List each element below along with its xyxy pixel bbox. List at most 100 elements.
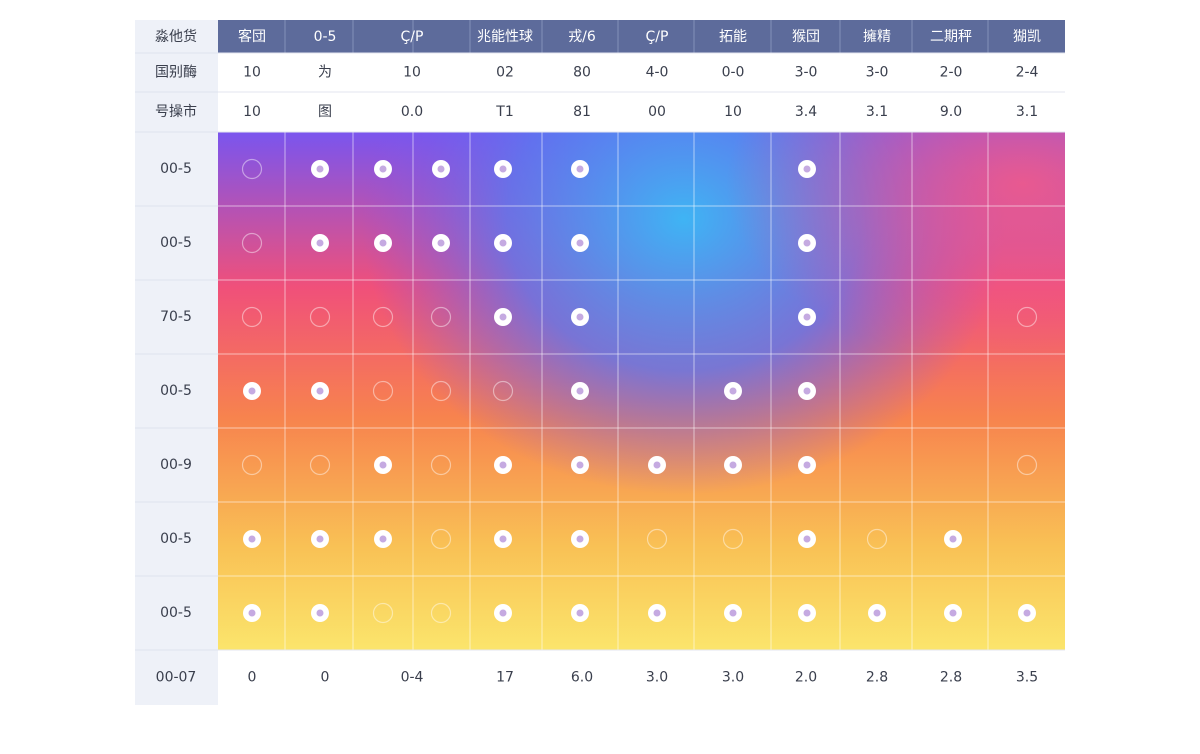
label-column [135,20,218,705]
marker-core [379,461,387,469]
column-header: 拓能 [719,29,747,45]
marker-faint [430,454,452,476]
column-header: 猢凯 [1013,29,1041,45]
marker-core [653,461,661,469]
marker-faint [646,528,668,550]
marker-core [729,387,737,395]
cell-text: 2-4 [1016,65,1039,81]
marker-core [803,313,811,321]
cell-text: 3-0 [866,65,889,81]
row-label: 00-5 [160,235,192,251]
marker-core [576,535,584,543]
marker-faint [309,306,331,328]
column-header: 擁精 [863,29,891,45]
marker-core [873,609,881,617]
marker-faint [430,528,452,550]
marker-core [437,165,445,173]
cell-text: 9.0 [940,104,962,120]
row-label: 00-07 [156,670,197,686]
marker-core [379,535,387,543]
marker-core [803,535,811,543]
marker-core [499,535,507,543]
marker-core [576,239,584,247]
cell-text: 4-0 [646,65,669,81]
cell-text: 10 [724,104,742,120]
cell-text: 3.0 [646,670,668,686]
cell-text: 17 [496,670,514,686]
marker-core [248,609,256,617]
cell-text: 3.1 [866,104,888,120]
marker-faint [1016,454,1038,476]
marker-core [803,609,811,617]
marker-core [803,461,811,469]
marker-core [316,535,324,543]
marker-core [576,165,584,173]
cell-text: 0 [248,670,257,686]
cell-text: 81 [573,104,591,120]
marker-core [803,387,811,395]
marker-core [949,609,957,617]
marker-core [729,461,737,469]
gradient-pink [218,132,1065,650]
marker-core [576,313,584,321]
cell-text: T1 [495,104,513,120]
marker-faint [241,306,263,328]
marker-core [803,239,811,247]
marker-core [499,239,507,247]
marker-faint [241,158,263,180]
marker-core [499,461,507,469]
cell-text: 3.5 [1016,670,1038,686]
cell-text: 10 [243,65,261,81]
marker-core [576,609,584,617]
marker-core [576,461,584,469]
cell-text: 00 [648,104,666,120]
marker-faint [241,232,263,254]
row-label: 00-5 [160,161,192,177]
corner-label: 淼他货 [155,28,197,45]
marker-core [949,535,957,543]
cell-text: 10 [403,65,421,81]
cell-markers [241,158,1038,624]
column-header: 戎/6 [568,29,596,45]
marker-faint [1016,306,1038,328]
marker-faint [430,380,452,402]
cell-text: 02 [496,65,514,81]
row-label: 国别酶 [155,65,197,81]
cell-text: 3.4 [795,104,817,120]
marker-faint [430,306,452,328]
row-label: 00-5 [160,605,192,621]
cell-text: 2.8 [866,670,888,686]
cell-text: 2.0 [795,670,817,686]
cell-text: 0.0 [401,104,423,120]
cell-text: 10 [243,104,261,120]
cell-text: 80 [573,65,591,81]
marker-faint [372,602,394,624]
row-label: 70-5 [160,309,192,325]
column-header: 0-5 [314,29,337,45]
marker-core [316,609,324,617]
column-header: 二期秤 [930,29,972,45]
marker-faint [372,380,394,402]
column-header: Ç/P [646,29,669,45]
row-label: 00-9 [160,457,192,473]
marker-core [316,387,324,395]
cell-text: 0-4 [401,670,424,686]
marker-faint [866,528,888,550]
marker-faint [492,380,514,402]
cell-text: 2.8 [940,670,962,686]
cell-text: 0-0 [722,65,745,81]
marker-core [379,239,387,247]
cell-text: 3.0 [722,670,744,686]
cell-text: 为 [318,65,332,81]
marker-faint [372,306,394,328]
marker-core [576,387,584,395]
cell-text: 6.0 [571,670,593,686]
cell-text: 3-0 [795,65,818,81]
marker-faint [430,602,452,624]
marker-core [437,239,445,247]
marker-core [729,609,737,617]
row-label: 00-5 [160,531,192,547]
marker-core [499,313,507,321]
